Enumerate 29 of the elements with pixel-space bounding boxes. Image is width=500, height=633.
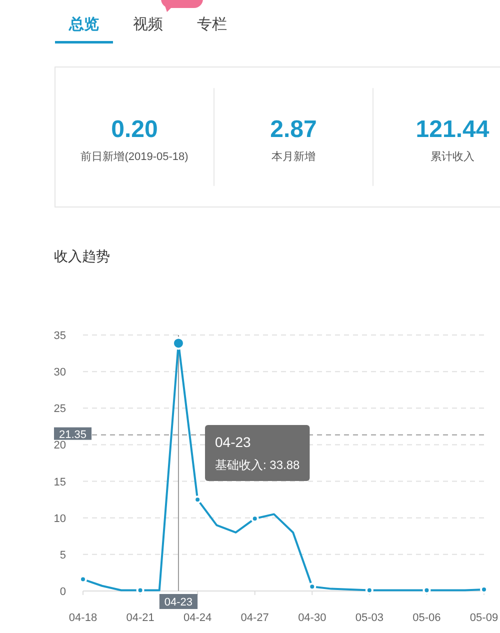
ref-line-label: 21.35 [59,428,87,441]
x-tick-label: 05-09 [470,612,498,624]
annotation: 04-23 基础收入: 33.88 [215,434,300,472]
x-tick-label: 04-24 [184,612,212,624]
text: 专栏 [197,16,227,33]
chart-title: 收入趋势 [54,248,110,264]
y-tick-label: 25 [54,403,66,416]
x-tick-label: 05-06 [412,612,441,624]
category-label: 前日新增(2019-05-18) [80,150,188,163]
text: 121.44 [416,116,490,143]
y-tick-label: 20 [54,440,66,452]
text: 总览 [68,16,99,33]
x-tick-label: 05-03 [355,612,384,624]
text: 视频 [133,16,163,33]
y-tick-label: 10 [54,512,66,525]
x-tick-label: 04-30 [298,612,326,624]
y-tick-label: 35 [54,330,66,342]
category-label: 本月新增 [272,150,316,163]
category-label: 累计收入 [430,150,474,163]
ref-line-label: 04-23 [164,596,193,608]
y-tick-label: 15 [54,476,66,488]
x-tick-label: 04-21 [126,612,154,624]
text: 2.87 [270,116,317,143]
y-tick-label: 0 [60,586,66,598]
y-tick-label: 30 [54,366,66,379]
x-tick-label: 04-18 [68,612,98,624]
text: 0.20 [111,116,158,143]
y-tick-label: 5 [60,549,66,562]
x-tick-label: 04-27 [240,612,269,624]
